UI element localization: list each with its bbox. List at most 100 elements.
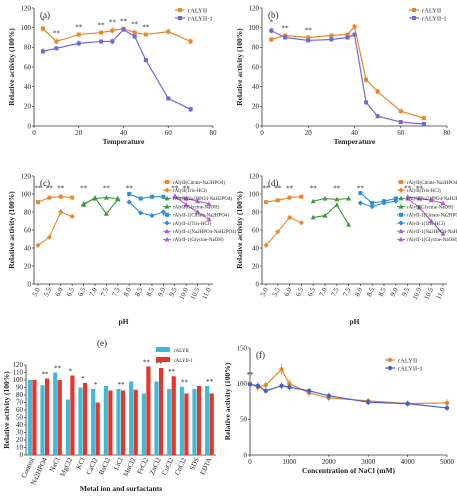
significance-mark: ** — [57, 184, 65, 192]
legend-label: rAlyII(Na2HPO4-NaH2PO4) — [407, 197, 457, 202]
data-point — [334, 196, 340, 202]
x-axis-title: pH — [349, 317, 359, 326]
significance-mark: ** — [282, 25, 290, 33]
y-axis-title: Relative activity (100%) — [7, 191, 16, 269]
data-point — [366, 400, 371, 405]
x-tick-label: 5.5 — [271, 286, 282, 298]
legend-label: rALYII-1 — [174, 359, 193, 364]
data-point — [132, 34, 137, 39]
data-point — [398, 109, 403, 114]
data-point — [393, 196, 398, 201]
significance-mark: ** — [126, 184, 134, 192]
significance-mark: ** — [142, 24, 150, 32]
legend-marker — [412, 8, 416, 12]
legend-label: rAlyII(Glycine-NaOH) — [173, 205, 220, 210]
data-point — [188, 107, 193, 112]
x-axis-title: Temperature — [334, 137, 376, 146]
y-tick-label: 0 — [244, 451, 248, 459]
data-point — [138, 210, 144, 216]
data-point — [287, 195, 292, 200]
significance-mark: * — [94, 381, 98, 389]
y-tick-label: 20 — [252, 262, 260, 270]
data-point — [306, 38, 311, 43]
y-tick-label: 120 — [21, 4, 32, 12]
x-tick-label: 0 — [248, 458, 252, 466]
y-tick-label: 70 — [16, 398, 24, 406]
series-line — [83, 196, 119, 215]
x-tick-label: 9.5 — [400, 286, 411, 298]
x-tick-label: BaCl2 — [97, 456, 112, 476]
data-point — [58, 194, 63, 199]
bar — [95, 402, 100, 455]
legend-label: rAlyII-1(Na2HPO4-NaH2PO4) — [173, 230, 237, 235]
y-tick-label: 100 — [21, 190, 32, 198]
y-tick-label: 40 — [252, 244, 260, 252]
data-point — [326, 393, 331, 398]
data-point — [375, 89, 380, 94]
chart-panel-e: 0102030405060708090100110120ControlNa2HP… — [2, 338, 216, 493]
legend-marker — [387, 357, 393, 363]
legend-label: rALYII — [174, 349, 189, 354]
data-point — [364, 100, 369, 105]
x-tick-label: 80 — [210, 129, 218, 137]
x-tick-label: 80 — [444, 129, 452, 137]
significance-mark: ** — [416, 184, 424, 192]
bar — [45, 378, 50, 455]
x-tick-label: LiCl — [112, 456, 125, 471]
data-point — [103, 195, 109, 200]
bar — [171, 376, 176, 455]
data-point — [54, 46, 59, 51]
data-point — [54, 39, 59, 44]
legend-label: rAlyII-1(Tris-HCl) — [407, 222, 445, 227]
series-line — [407, 198, 444, 234]
bar — [40, 385, 45, 455]
data-point — [370, 201, 375, 205]
x-tick-label: 1000 — [282, 458, 297, 466]
y-tick-label: 80 — [252, 208, 260, 216]
x-tick-label: 11.0 — [434, 286, 447, 301]
data-point — [69, 213, 75, 220]
y-axis-title: Relative activity (100%) — [2, 371, 11, 449]
x-tick-label: 0 — [32, 129, 36, 137]
data-point — [70, 195, 75, 200]
y-tick-label: 120 — [13, 361, 24, 369]
significance-mark: ** — [171, 184, 179, 192]
data-point — [160, 209, 166, 215]
bar — [53, 372, 58, 455]
legend-marker — [398, 204, 404, 209]
y-axis-title: Relative activity (100%) — [223, 362, 232, 440]
data-point — [275, 229, 281, 235]
legend-label: rAlyII(Glycine-NaOH) — [407, 205, 454, 210]
x-tick-label: 8.5 — [365, 286, 376, 298]
bar — [83, 383, 88, 455]
data-point — [322, 195, 328, 201]
legend-marker — [178, 8, 182, 12]
y-tick-label: 120 — [249, 4, 260, 12]
y-tick-label: 100 — [13, 376, 24, 384]
y-tick-label: 50 — [16, 413, 24, 421]
data-point — [405, 195, 411, 201]
data-point — [310, 198, 316, 204]
x-tick-label: 6.5 — [306, 286, 317, 298]
legend-label: rAlyII(Citrate-Na2HPO4) — [407, 181, 457, 186]
data-point — [138, 196, 143, 201]
data-point — [428, 197, 434, 203]
data-point — [269, 28, 274, 33]
bar — [179, 386, 184, 455]
panel-label: (b) — [268, 10, 279, 20]
significance-mark: ** — [168, 368, 176, 376]
data-point — [103, 211, 109, 216]
significance-mark: ** — [181, 379, 189, 387]
y-tick-label: 100 — [249, 24, 260, 32]
legend-marker — [398, 187, 404, 193]
data-point — [92, 195, 98, 200]
x-tick-label: 7.0 — [318, 286, 329, 298]
series-line — [265, 216, 302, 246]
data-point — [143, 32, 148, 37]
data-point — [247, 382, 253, 387]
significance-mark: ** — [263, 184, 271, 192]
data-point — [99, 30, 104, 35]
data-point — [40, 49, 45, 54]
